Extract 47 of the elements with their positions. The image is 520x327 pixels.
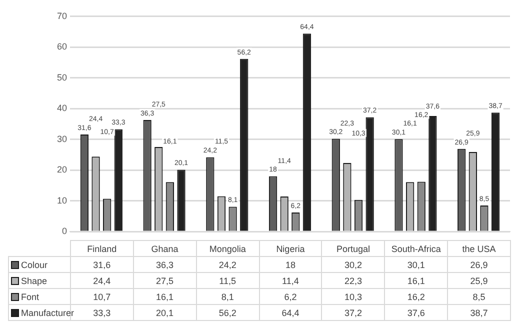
- data-label: 26,9: [448, 256, 510, 272]
- data-label: 6,2: [259, 288, 322, 304]
- y-tick-label: 70: [56, 10, 67, 21]
- data-label: 56,2: [196, 304, 260, 320]
- data-label: 33,3: [93, 308, 111, 318]
- data-label: 30,2: [322, 256, 385, 272]
- data-label: 10,7: [70, 288, 134, 304]
- y-tick-label: 60: [56, 42, 67, 52]
- x-tick-label: Ghana: [133, 240, 196, 256]
- x-tick-label: South-Africa: [384, 240, 448, 256]
- data-label: 37,6: [384, 304, 448, 320]
- data-label: 16,1: [133, 288, 196, 304]
- data-label: 16,2: [384, 288, 448, 304]
- data-label: 31,6: [70, 256, 134, 272]
- y-tick-label: 30: [56, 134, 67, 144]
- data-label: 18: [259, 256, 322, 272]
- data-label: 25,9: [448, 272, 510, 288]
- y-tick-label: 50: [56, 72, 67, 82]
- data-label: 38,7: [448, 304, 510, 320]
- x-tick-label: the USA: [448, 240, 510, 256]
- data-label: 24,4: [70, 272, 134, 288]
- data-label: 11,5: [196, 272, 260, 288]
- x-tick-label: Portugal: [322, 240, 385, 256]
- y-tick-label: 10: [56, 195, 67, 206]
- legend-label: Manufacturer: [21, 308, 74, 318]
- data-label: 11,4: [259, 272, 322, 288]
- x-tick-label: Finland: [70, 240, 134, 256]
- data-label: 10,3: [322, 288, 385, 304]
- x-tick-label: Mongolia: [196, 240, 260, 256]
- data-label: 36,3: [133, 256, 196, 272]
- legend-label: Colour: [21, 260, 48, 270]
- legend-label: Font: [21, 292, 40, 302]
- data-label: 20,1: [133, 304, 196, 320]
- data-label: 64,4: [259, 304, 322, 320]
- data-label: 22,3: [322, 272, 385, 288]
- data-label: 16,1: [384, 272, 448, 288]
- y-tick-label: 40: [56, 103, 67, 114]
- y-tick-label: 20: [56, 164, 67, 175]
- y-tick-label: 0: [62, 226, 67, 236]
- x-tick-label: Nigeria: [259, 240, 322, 256]
- data-label: 24,2: [196, 256, 260, 272]
- data-label: 27,5: [133, 272, 196, 288]
- data-label: 30,1: [384, 256, 448, 272]
- legend-label: Shape: [21, 276, 48, 286]
- data-label: 8,1: [196, 288, 260, 304]
- data-label: 37,2: [322, 304, 385, 320]
- data-label: 8,5: [448, 288, 510, 304]
